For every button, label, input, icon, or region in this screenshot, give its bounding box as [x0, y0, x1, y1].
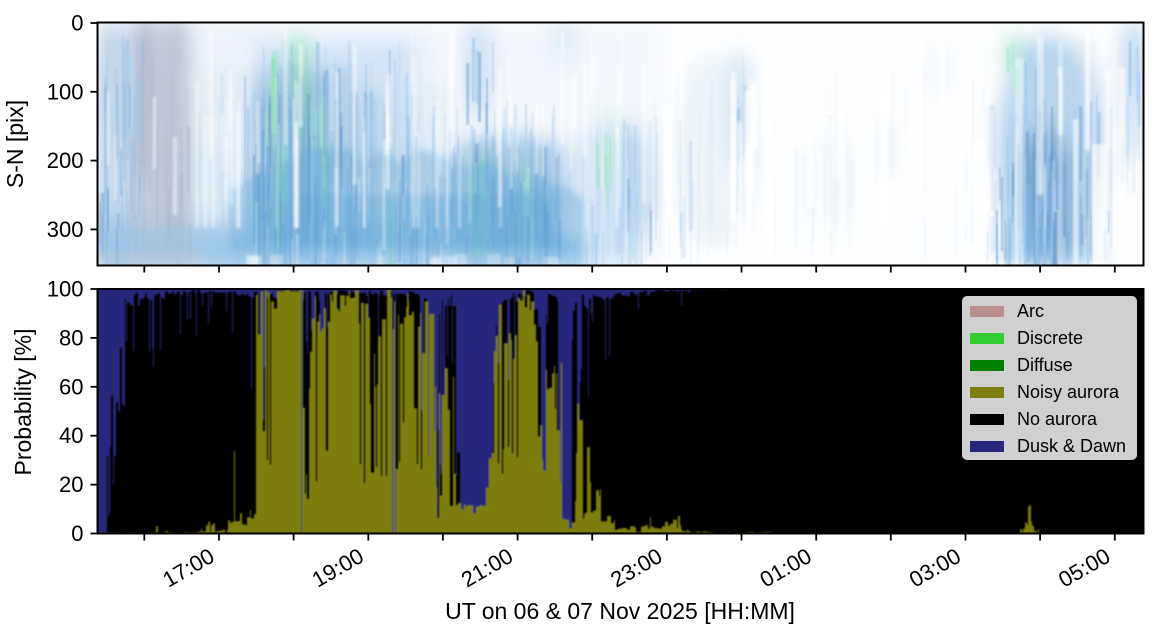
- svg-text:0: 0: [71, 521, 83, 546]
- svg-text:20: 20: [59, 472, 83, 497]
- svg-text:40: 40: [59, 423, 83, 448]
- svg-text:No aurora: No aurora: [1017, 409, 1098, 429]
- svg-text:Arc: Arc: [1017, 301, 1044, 321]
- svg-text:21:00: 21:00: [457, 543, 517, 592]
- svg-text:19:00: 19:00: [308, 543, 368, 592]
- svg-text:23:00: 23:00: [606, 543, 666, 592]
- svg-text:05:00: 05:00: [1054, 543, 1114, 592]
- svg-text:01:00: 01:00: [756, 543, 816, 592]
- svg-text:80: 80: [59, 325, 83, 350]
- svg-text:S-N [pix]: S-N [pix]: [2, 100, 28, 188]
- svg-text:Noisy aurora: Noisy aurora: [1017, 382, 1120, 402]
- svg-text:Probability [%]: Probability [%]: [10, 328, 36, 475]
- svg-text:Discrete: Discrete: [1017, 328, 1083, 348]
- svg-text:UT on 06 & 07 Nov 2025 [HH:MM]: UT on 06 & 07 Nov 2025 [HH:MM]: [445, 598, 795, 624]
- svg-text:100: 100: [47, 79, 84, 104]
- svg-text:Dusk & Dawn: Dusk & Dawn: [1017, 436, 1126, 456]
- svg-text:Diffuse: Diffuse: [1017, 355, 1073, 375]
- svg-text:0: 0: [71, 11, 83, 36]
- svg-text:03:00: 03:00: [905, 543, 965, 592]
- svg-text:60: 60: [59, 374, 83, 399]
- svg-text:100: 100: [47, 277, 84, 302]
- svg-text:17:00: 17:00: [158, 543, 218, 592]
- svg-text:200: 200: [47, 148, 84, 173]
- svg-text:300: 300: [47, 217, 84, 242]
